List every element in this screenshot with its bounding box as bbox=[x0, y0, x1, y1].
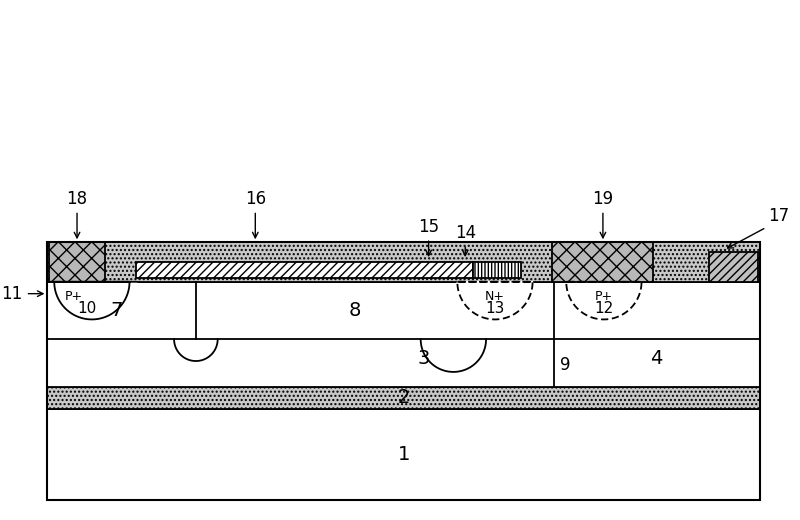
Text: 15: 15 bbox=[418, 218, 439, 236]
Bar bbox=[47, 387, 760, 409]
Bar bbox=[47, 242, 760, 282]
Bar bbox=[553, 242, 654, 282]
Text: 1: 1 bbox=[398, 445, 410, 464]
Text: 18: 18 bbox=[66, 189, 87, 207]
Text: 19: 19 bbox=[592, 189, 614, 207]
Text: 10: 10 bbox=[78, 301, 97, 316]
Text: N+: N+ bbox=[485, 290, 505, 303]
Text: 8: 8 bbox=[348, 301, 361, 320]
Bar bbox=[709, 252, 758, 282]
Text: 3: 3 bbox=[418, 348, 430, 368]
Polygon shape bbox=[458, 282, 533, 319]
Text: 2: 2 bbox=[398, 388, 410, 407]
Text: 7: 7 bbox=[110, 301, 123, 320]
Bar bbox=[47, 282, 760, 387]
Bar bbox=[50, 242, 105, 282]
Bar bbox=[47, 409, 760, 500]
Bar bbox=[47, 242, 760, 500]
Polygon shape bbox=[566, 282, 642, 319]
Text: 4: 4 bbox=[650, 348, 662, 368]
Text: 11: 11 bbox=[2, 284, 22, 303]
Text: 14: 14 bbox=[454, 224, 476, 242]
Text: 9: 9 bbox=[560, 356, 571, 374]
Bar bbox=[137, 262, 473, 278]
Polygon shape bbox=[47, 282, 137, 319]
Text: P+: P+ bbox=[65, 290, 83, 303]
Text: P+: P+ bbox=[595, 290, 613, 303]
Text: 13: 13 bbox=[486, 301, 505, 316]
Text: 12: 12 bbox=[594, 301, 614, 316]
Text: 16: 16 bbox=[245, 189, 266, 207]
Text: 17: 17 bbox=[768, 207, 790, 225]
Bar bbox=[473, 262, 521, 278]
